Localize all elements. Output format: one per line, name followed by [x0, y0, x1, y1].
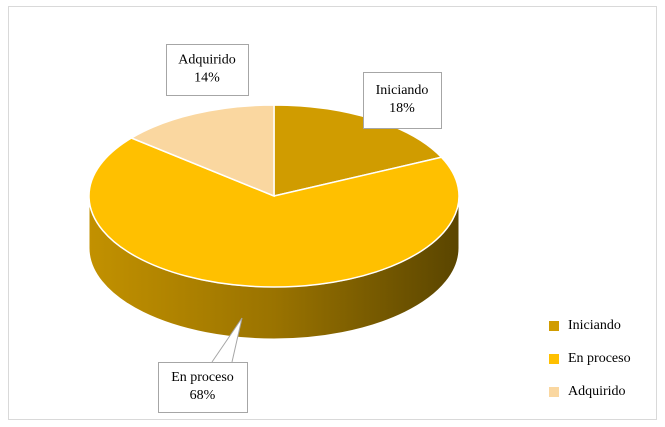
data-label-box	[158, 362, 248, 413]
legend-label: Iniciando	[568, 318, 621, 333]
leader-line	[211, 317, 243, 363]
data-label-value: 68%	[190, 388, 216, 403]
pie-slice	[129, 104, 275, 198]
legend-swatch	[549, 354, 559, 364]
pie-slice	[88, 137, 460, 288]
data-label-box	[363, 72, 442, 129]
legend-label: En proceso	[568, 351, 631, 366]
data-label-value: 14%	[194, 71, 220, 86]
data-label-category: En proceso	[171, 370, 234, 385]
legend-swatch	[549, 321, 559, 331]
data-label-category: Adquirido	[178, 53, 236, 68]
legend-label: Adquirido	[568, 384, 626, 399]
data-label-box	[166, 44, 249, 96]
data-label-value: 18%	[389, 101, 415, 116]
legend-swatch	[549, 387, 559, 397]
data-label-category: Iniciando	[376, 83, 429, 98]
